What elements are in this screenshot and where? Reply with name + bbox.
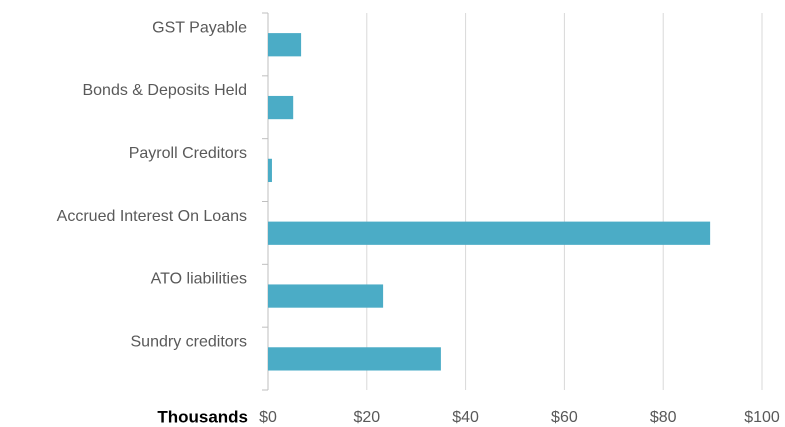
x-tick-label: $40 [452, 409, 479, 426]
x-tick-label: $0 [259, 409, 277, 426]
y-tick-label: Sundry creditors [131, 333, 248, 350]
y-tick-label: Bonds & Deposits Held [82, 82, 247, 99]
y-tick-label: GST Payable [152, 19, 247, 36]
bar [268, 33, 302, 57]
x-tick-label: $20 [353, 409, 380, 426]
y-tick-label: ATO liabilities [151, 271, 247, 288]
x-tick-label: $80 [650, 409, 677, 426]
bar [268, 284, 384, 308]
x-tick-label: $60 [551, 409, 578, 426]
y-tick-label: Payroll Creditors [129, 145, 247, 162]
y-tick-label: Accrued Interest On Loans [57, 208, 247, 225]
x-tick-label: $100 [744, 409, 780, 426]
bar [268, 347, 441, 371]
x-axis-label: Thousands [157, 407, 248, 426]
bar [268, 158, 272, 183]
bar [268, 221, 711, 245]
bar [268, 95, 294, 120]
